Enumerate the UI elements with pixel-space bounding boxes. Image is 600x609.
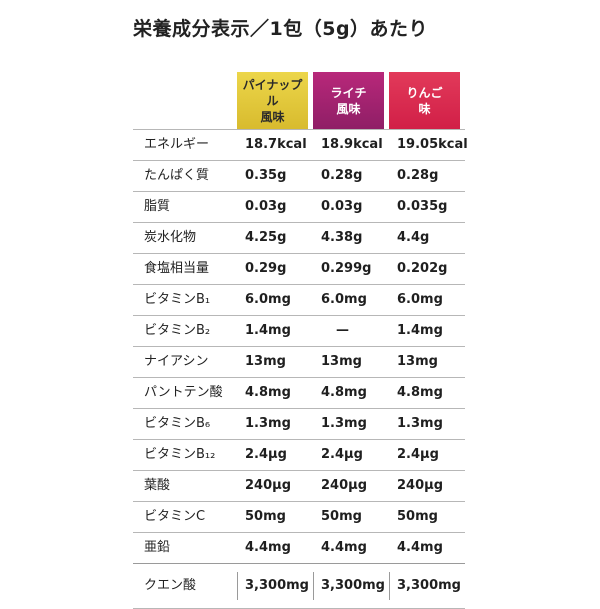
table-row: たんぱく質 0.35g 0.28g 0.28g bbox=[133, 160, 465, 191]
row-label: クエン酸 bbox=[144, 578, 197, 593]
value-pineapple: 0.03g bbox=[245, 199, 287, 214]
value-apple: 4.4g bbox=[397, 230, 430, 245]
table-row: クエン酸 3,300mg 3,300mg 3,300mg bbox=[133, 563, 465, 609]
column-header-pineapple: パイナップル 風味 bbox=[237, 72, 308, 129]
value-lychee: 6.0mg bbox=[321, 292, 367, 307]
value-pineapple: 240μg bbox=[245, 478, 292, 493]
column-header-line1: ライチ bbox=[330, 85, 367, 100]
table-row: ナイアシン 13mg 13mg 13mg bbox=[133, 346, 465, 377]
page-title: 栄養成分表示／1包（5g）あたり bbox=[133, 18, 429, 40]
value-apple: 19.05kcal bbox=[397, 137, 468, 152]
value-lychee: 0.03g bbox=[321, 199, 363, 214]
value-lychee: 240μg bbox=[321, 478, 368, 493]
column-header-line1: パイナップル bbox=[242, 77, 303, 108]
table-row: ビタミンB₆ 1.3mg 1.3mg 1.3mg bbox=[133, 408, 465, 439]
row-label: 食塩相当量 bbox=[144, 261, 210, 276]
value-pineapple: 3,300mg bbox=[245, 578, 309, 593]
value-apple: 0.28g bbox=[397, 168, 439, 183]
table-row: パントテン酸 4.8mg 4.8mg 4.8mg bbox=[133, 377, 465, 408]
value-lychee: 4.4mg bbox=[321, 540, 367, 555]
column-header-line2: 風味 bbox=[336, 101, 361, 116]
column-header-lychee: ライチ 風味 bbox=[313, 72, 384, 129]
table-row: ビタミンB₂ 1.4mg — 1.4mg bbox=[133, 315, 465, 346]
column-divider bbox=[389, 572, 390, 600]
value-pineapple: 1.4mg bbox=[245, 323, 291, 338]
value-pineapple: 13mg bbox=[245, 354, 286, 369]
table-row: 亜鉛 4.4mg 4.4mg 4.4mg bbox=[133, 532, 465, 563]
value-pineapple: 4.8mg bbox=[245, 385, 291, 400]
value-apple: 6.0mg bbox=[397, 292, 443, 307]
value-lychee: 3,300mg bbox=[321, 578, 385, 593]
value-lychee: 2.4μg bbox=[321, 447, 363, 462]
value-pineapple: 18.7kcal bbox=[245, 137, 307, 152]
value-apple: 3,300mg bbox=[397, 578, 461, 593]
value-lychee: — bbox=[336, 323, 349, 338]
value-pineapple: 4.4mg bbox=[245, 540, 291, 555]
row-label: ナイアシン bbox=[144, 354, 209, 369]
value-apple: 4.8mg bbox=[397, 385, 443, 400]
value-pineapple: 50mg bbox=[245, 509, 286, 524]
value-apple: 0.035g bbox=[397, 199, 448, 214]
value-pineapple: 0.35g bbox=[245, 168, 287, 183]
row-label: ビタミンB₁₂ bbox=[144, 447, 216, 462]
row-label: 脂質 bbox=[144, 199, 171, 214]
row-label: パントテン酸 bbox=[144, 385, 223, 400]
table-row: 脂質 0.03g 0.03g 0.035g bbox=[133, 191, 465, 222]
value-lychee: 50mg bbox=[321, 509, 362, 524]
row-label: ビタミンB₂ bbox=[144, 323, 211, 338]
value-pineapple: 6.0mg bbox=[245, 292, 291, 307]
row-label: 亜鉛 bbox=[144, 540, 171, 555]
row-label: たんぱく質 bbox=[144, 168, 210, 183]
value-pineapple: 1.3mg bbox=[245, 416, 291, 431]
row-label: ビタミンB₁ bbox=[144, 292, 211, 307]
value-apple: 1.4mg bbox=[397, 323, 443, 338]
value-lychee: 4.38g bbox=[321, 230, 363, 245]
column-header-line2: 味 bbox=[418, 101, 431, 116]
value-lychee: 18.9kcal bbox=[321, 137, 383, 152]
value-lychee: 13mg bbox=[321, 354, 362, 369]
row-label: ビタミンC bbox=[144, 509, 206, 524]
column-header-apple: りんご味 bbox=[389, 72, 460, 129]
row-label: 葉酸 bbox=[144, 478, 171, 493]
table-row: 食塩相当量 0.29g 0.299g 0.202g bbox=[133, 253, 465, 284]
value-lychee: 4.8mg bbox=[321, 385, 367, 400]
value-apple: 240μg bbox=[397, 478, 444, 493]
column-divider bbox=[313, 572, 314, 600]
value-apple: 50mg bbox=[397, 509, 438, 524]
value-lychee: 0.28g bbox=[321, 168, 363, 183]
table-row: 炭水化物 4.25g 4.38g 4.4g bbox=[133, 222, 465, 253]
table-row: ビタミンB₁ 6.0mg 6.0mg 6.0mg bbox=[133, 284, 465, 315]
value-lychee: 1.3mg bbox=[321, 416, 367, 431]
row-label: エネルギー bbox=[144, 137, 210, 152]
value-apple: 13mg bbox=[397, 354, 438, 369]
table-row: ビタミンB₁₂ 2.4μg 2.4μg 2.4μg bbox=[133, 439, 465, 470]
table-row: エネルギー 18.7kcal 18.9kcal 19.05kcal bbox=[133, 129, 468, 160]
value-apple: 4.4mg bbox=[397, 540, 443, 555]
value-apple: 2.4μg bbox=[397, 447, 439, 462]
column-header-line1: りんご bbox=[406, 85, 443, 100]
table-row: ビタミンC 50mg 50mg 50mg bbox=[133, 501, 465, 532]
value-lychee: 0.299g bbox=[321, 261, 372, 276]
nutrition-table: パイナップル 風味 ライチ 風味 りんご味 エネルギー 18.7kcal 18.9k… bbox=[133, 72, 468, 609]
value-apple: 1.3mg bbox=[397, 416, 443, 431]
row-label: 炭水化物 bbox=[144, 230, 197, 245]
table-row: 葉酸 240μg 240μg 240μg bbox=[133, 470, 465, 501]
column-header-line2: 風味 bbox=[260, 109, 285, 124]
value-apple: 0.202g bbox=[397, 261, 448, 276]
value-pineapple: 4.25g bbox=[245, 230, 287, 245]
value-pineapple: 0.29g bbox=[245, 261, 287, 276]
row-label: ビタミンB₆ bbox=[144, 416, 211, 431]
column-divider bbox=[237, 572, 238, 600]
table-header: パイナップル 風味 ライチ 風味 りんご味 bbox=[133, 72, 465, 129]
value-pineapple: 2.4μg bbox=[245, 447, 287, 462]
